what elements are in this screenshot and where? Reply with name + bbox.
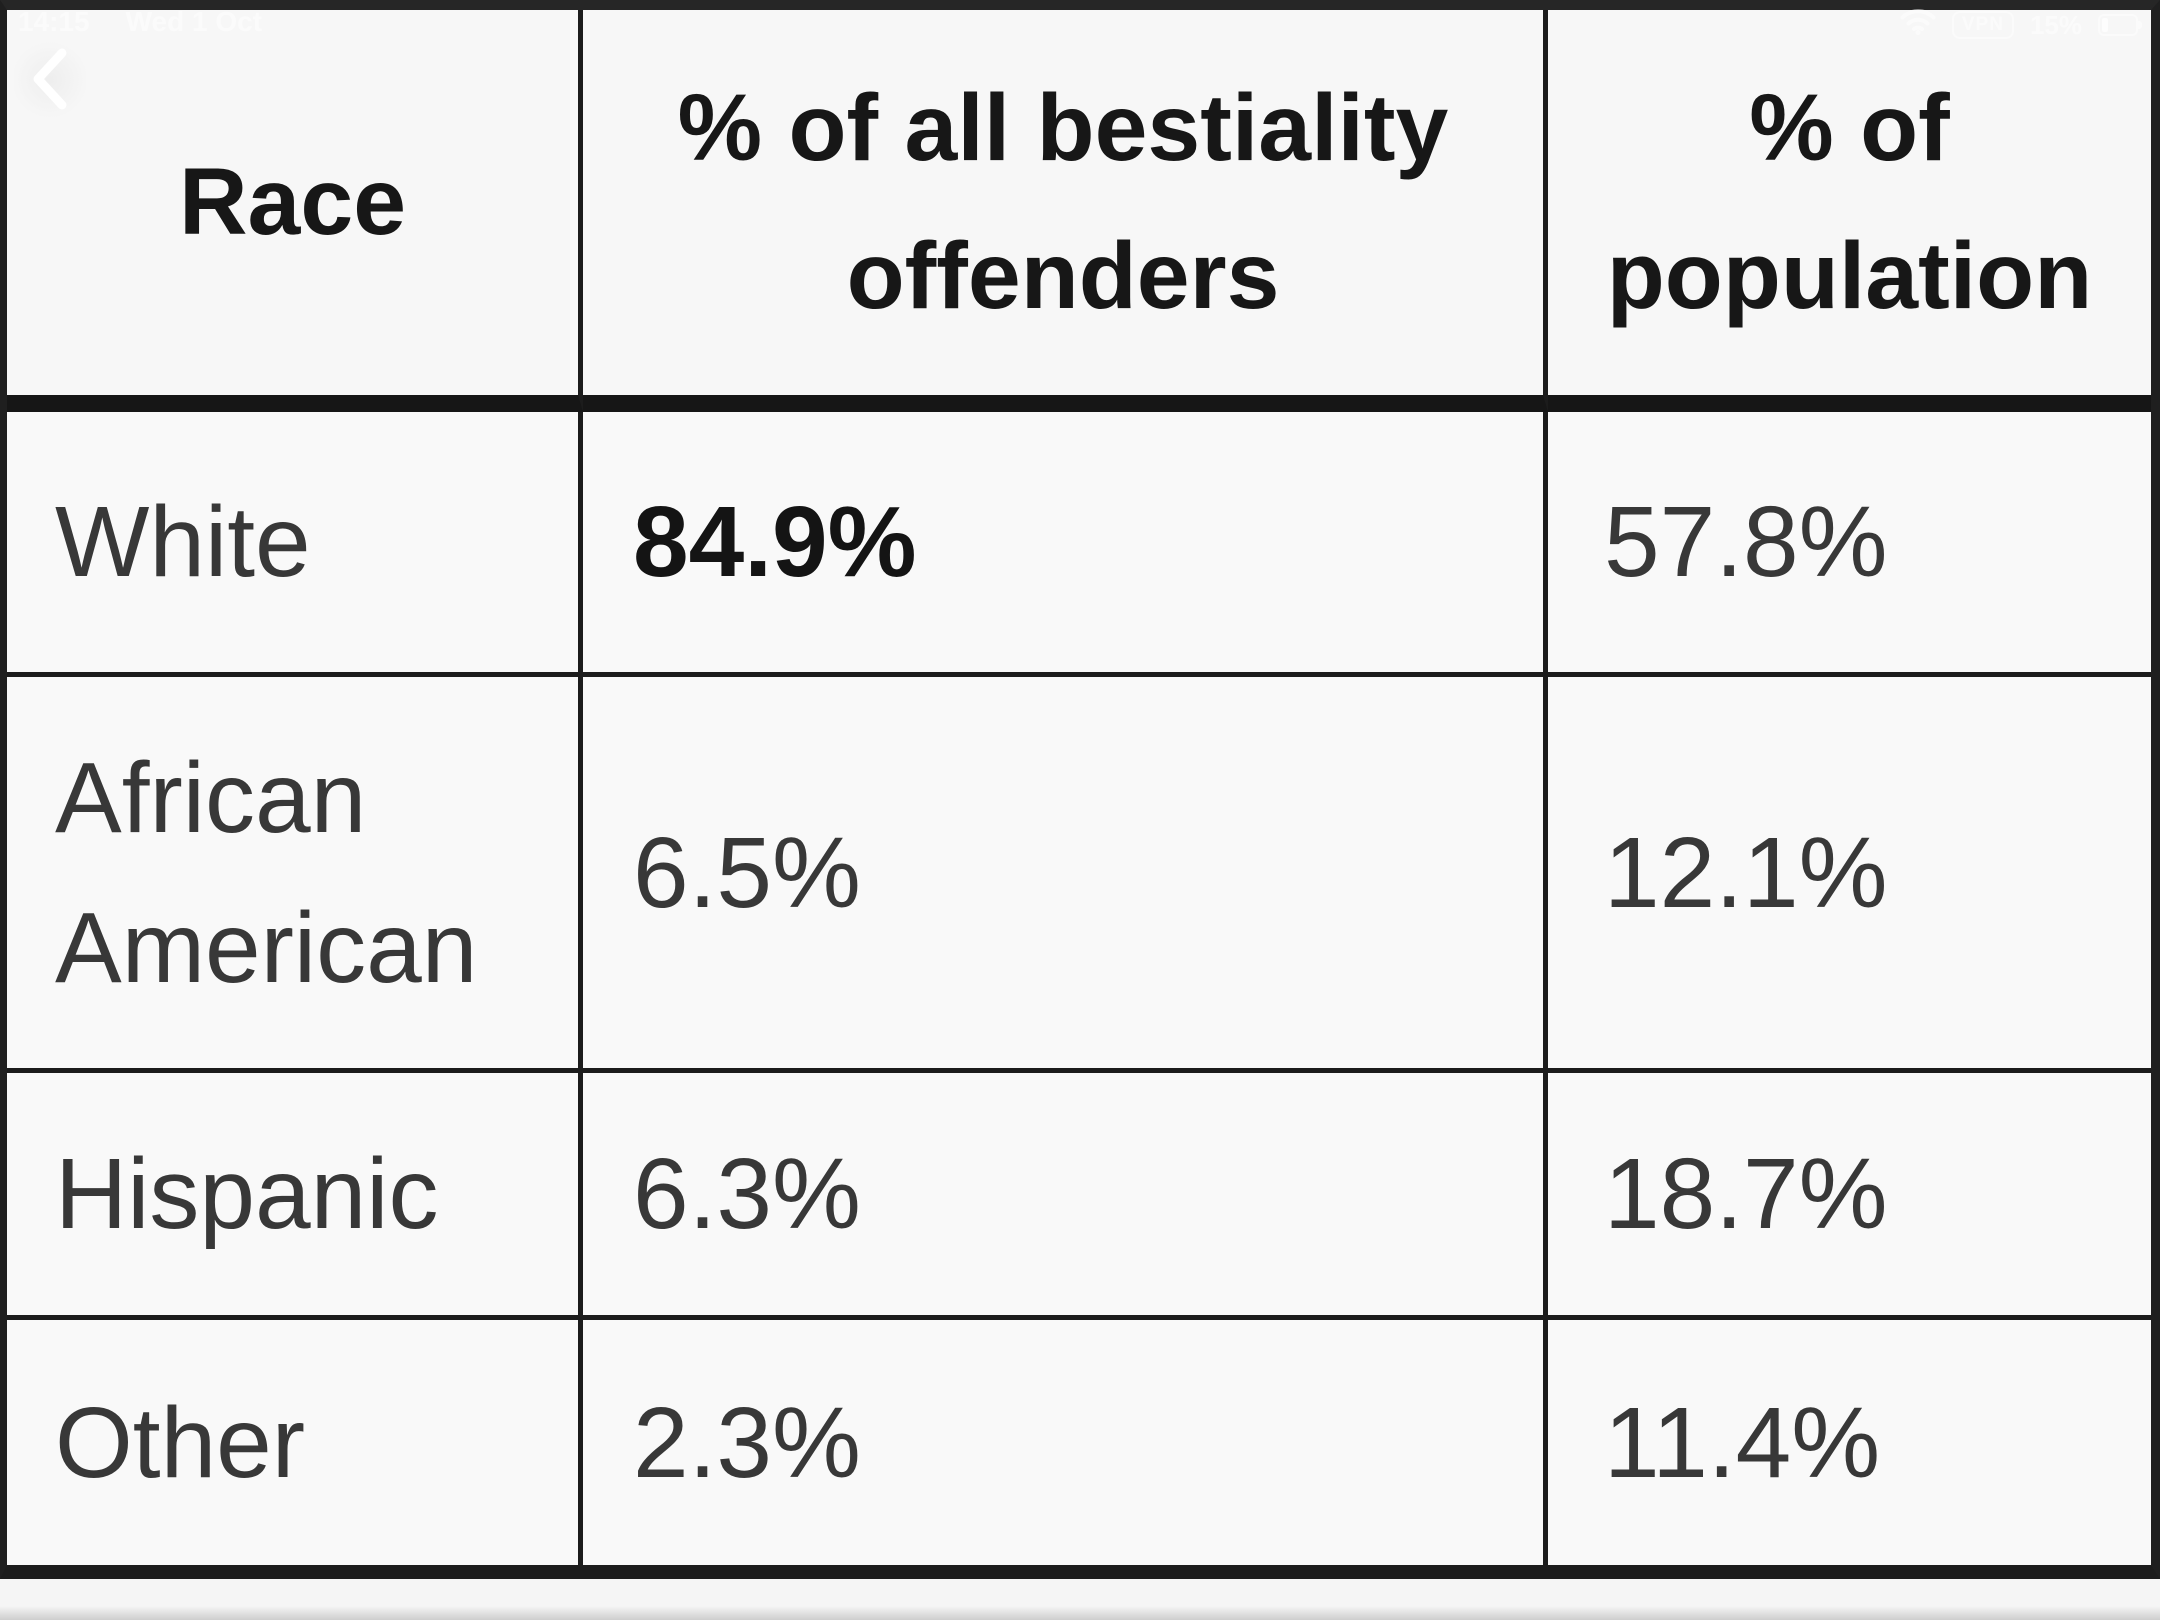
- row-hispanic-population-cell: 18.7%: [1548, 1073, 2151, 1320]
- row-white-race-cell: White: [7, 412, 583, 677]
- row-other-race-cell: Other: [7, 1320, 583, 1565]
- offenders-value: 84.9%: [633, 486, 917, 598]
- bottom-edge-shadow: [0, 1606, 2160, 1620]
- race-statistics-table: Race % of all bestiality offenders % of …: [0, 0, 2160, 1579]
- status-bar-left: 14:15 Wed 1 Oct: [18, 6, 262, 38]
- row-african-american-race-cell: African American: [7, 677, 583, 1073]
- population-value: 12.1%: [1604, 816, 1888, 929]
- back-button[interactable]: [14, 38, 86, 122]
- header-cell-population: % of population: [1548, 10, 2151, 412]
- race-value: White: [55, 486, 311, 598]
- row-white-offenders-cell: 84.9%: [583, 412, 1548, 677]
- status-bar-right: VPN 15%: [1900, 8, 2144, 42]
- race-value: African American: [55, 741, 478, 1004]
- offenders-value: 6.5%: [633, 816, 861, 929]
- below-table-margin: [0, 1579, 2160, 1620]
- row-other-population-cell: 11.4%: [1548, 1320, 2151, 1565]
- offenders-value: 6.3%: [633, 1138, 861, 1250]
- header-label-race: Race: [178, 148, 407, 255]
- wifi-icon: [1900, 8, 1936, 42]
- row-african-american-offenders-cell: 6.5%: [583, 677, 1548, 1073]
- row-other-offenders-cell: 2.3%: [583, 1320, 1548, 1565]
- vpn-badge: VPN: [1951, 11, 2014, 39]
- population-value: 11.4%: [1604, 1386, 1881, 1499]
- header-label-population: % of population: [1606, 75, 2093, 329]
- status-time: 14:15: [18, 6, 90, 37]
- status-date: Wed 1 Oct: [125, 6, 263, 37]
- race-value: Hispanic: [55, 1138, 439, 1250]
- battery-percent: 15%: [2029, 9, 2082, 40]
- header-cell-race: Race: [7, 10, 583, 412]
- race-value: Other: [55, 1386, 306, 1499]
- row-african-american-population-cell: 12.1%: [1548, 677, 2151, 1073]
- offenders-value: 2.3%: [633, 1386, 861, 1499]
- row-white-population-cell: 57.8%: [1548, 412, 2151, 677]
- header-cell-offenders: % of all bestiality offenders: [583, 10, 1548, 412]
- row-hispanic-offenders-cell: 6.3%: [583, 1073, 1548, 1320]
- battery-icon: [2098, 14, 2144, 36]
- header-label-offenders: % of all bestiality offenders: [677, 75, 1449, 329]
- row-hispanic-race-cell: Hispanic: [7, 1073, 583, 1320]
- population-value: 18.7%: [1604, 1138, 1888, 1250]
- population-value: 57.8%: [1604, 486, 1888, 598]
- back-chevron-icon: [29, 47, 71, 114]
